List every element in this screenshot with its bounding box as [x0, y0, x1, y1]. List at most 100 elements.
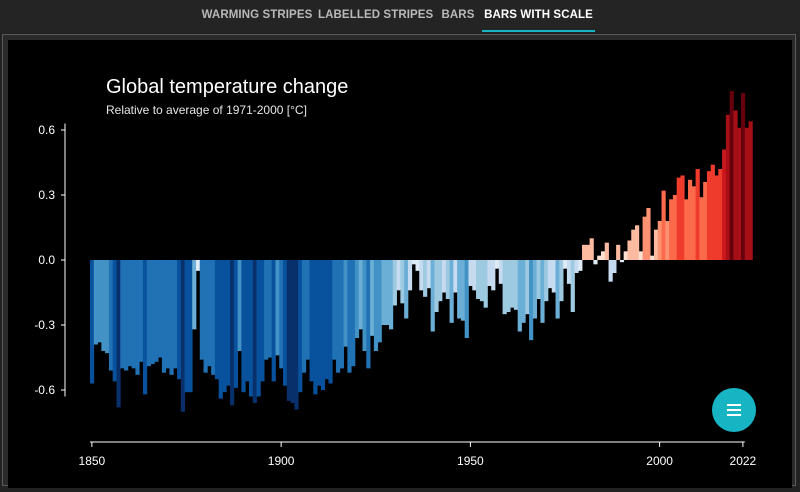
- bar-2005: [676, 177, 681, 260]
- bar-1948: [460, 260, 466, 321]
- bar-1909: [313, 260, 318, 395]
- bar-2019: [729, 90, 734, 260]
- bar-1891: [245, 260, 250, 382]
- bar-1852: [97, 260, 102, 343]
- bar-1886: [226, 260, 231, 386]
- bar-1976: [566, 260, 572, 284]
- bar-1905: [298, 260, 303, 393]
- y-tick-label: -0.6: [34, 383, 55, 397]
- bar-1969: [540, 260, 545, 323]
- x-tick-label: 1850: [79, 454, 106, 468]
- bar-1988: [612, 260, 617, 273]
- bar-1920: [354, 260, 360, 339]
- bar-1883: [214, 260, 220, 380]
- bar-1999: [653, 229, 659, 260]
- bar-1953: [479, 260, 485, 302]
- bar-1880: [203, 260, 208, 373]
- menu-button[interactable]: [712, 388, 756, 432]
- bar-1940: [430, 260, 435, 332]
- bar-1971: [547, 260, 553, 289]
- bar-1926: [377, 260, 382, 343]
- x-tick-label: 1900: [268, 454, 295, 468]
- bar-1872: [173, 260, 178, 369]
- bar-1927: [381, 260, 386, 326]
- bar-1907: [305, 260, 310, 360]
- bar-1983: [593, 260, 598, 265]
- bar-1890: [241, 260, 246, 393]
- bar-1944: [445, 260, 450, 300]
- bar-1871: [169, 260, 174, 375]
- bar-1990: [619, 260, 625, 263]
- bar-1882: [211, 260, 216, 375]
- bar-1922: [362, 260, 367, 352]
- bar-1957: [494, 260, 500, 269]
- bar-1950: [468, 260, 473, 286]
- bar-2010: [695, 168, 700, 260]
- bar-1908: [309, 260, 314, 382]
- bar-2016: [718, 168, 723, 260]
- bar-1952: [476, 260, 481, 300]
- bar-1984: [597, 255, 602, 260]
- bar-1851: [93, 260, 98, 345]
- bar-1978: [574, 260, 579, 273]
- tab-warming-stripes[interactable]: WARMING STRIPES: [201, 9, 313, 21]
- bar-1935: [411, 260, 416, 265]
- bar-1898: [271, 260, 276, 382]
- chart-title: Global temperature change: [106, 76, 349, 98]
- bar-1867: [154, 260, 159, 362]
- bar-1901: [283, 260, 288, 386]
- bar-1889: [237, 260, 242, 352]
- bar-2014: [710, 164, 715, 260]
- bar-1917: [343, 260, 348, 347]
- bar-2011: [699, 197, 704, 260]
- bar-2015: [714, 175, 719, 260]
- bar-1972: [551, 260, 556, 293]
- bar-1939: [426, 260, 432, 289]
- bar-1966: [529, 260, 534, 341]
- bar-2000: [657, 220, 662, 260]
- bar-1931: [396, 260, 401, 291]
- bar-1942: [438, 260, 443, 302]
- bar-2022: [741, 93, 746, 260]
- bar-1856: [112, 260, 117, 382]
- y-tick-label: 0.6: [38, 123, 55, 137]
- bar-1874: [180, 260, 186, 412]
- bar-1933: [404, 260, 409, 319]
- y-tick-label: 0.3: [38, 188, 55, 202]
- bar-1958: [498, 260, 503, 284]
- bar-2004: [672, 194, 678, 260]
- bar-1900: [279, 260, 284, 369]
- tab-bars[interactable]: BARS: [441, 9, 475, 21]
- bar-1861: [131, 260, 136, 369]
- y-tick-label: -0.3: [34, 318, 55, 332]
- bar-1888: [233, 260, 239, 388]
- bar-2002: [665, 220, 670, 260]
- bar-1930: [392, 260, 397, 306]
- chart-subtitle: Relative to average of 1971-2000 [°C]: [106, 103, 307, 117]
- bar-1946: [453, 260, 458, 293]
- bar-1892: [248, 260, 254, 397]
- temperature-bar-chart: 0.6 0.3 0.0 -0.3 -0.6 1850 1900 1950 2000 2022: [34, 90, 757, 468]
- bar-1938: [423, 260, 428, 297]
- tab-bars-with-scale[interactable]: BARS WITH SCALE: [482, 0, 595, 32]
- bar-1963: [517, 260, 522, 332]
- bar-1941: [434, 260, 439, 313]
- bar-1961: [510, 260, 515, 308]
- bar-1854: [105, 260, 110, 354]
- bar-1916: [339, 260, 344, 369]
- bar-1962: [513, 260, 519, 310]
- bar-1925: [373, 260, 379, 352]
- bar-1994: [635, 225, 640, 260]
- bar-1960: [506, 260, 511, 313]
- x-tick-label: 1950: [457, 454, 484, 468]
- bar-1918: [347, 260, 352, 373]
- bar-1915: [336, 260, 341, 373]
- bar-1878: [195, 260, 201, 271]
- bar-1945: [449, 260, 454, 323]
- bar-1989: [616, 244, 621, 260]
- bar-2008: [688, 179, 693, 260]
- bar-1928: [385, 260, 390, 326]
- tab-labelled-stripes[interactable]: LABELLED STRIPES: [318, 9, 434, 21]
- bar-1919: [351, 260, 356, 367]
- bar-2018: [725, 114, 731, 260]
